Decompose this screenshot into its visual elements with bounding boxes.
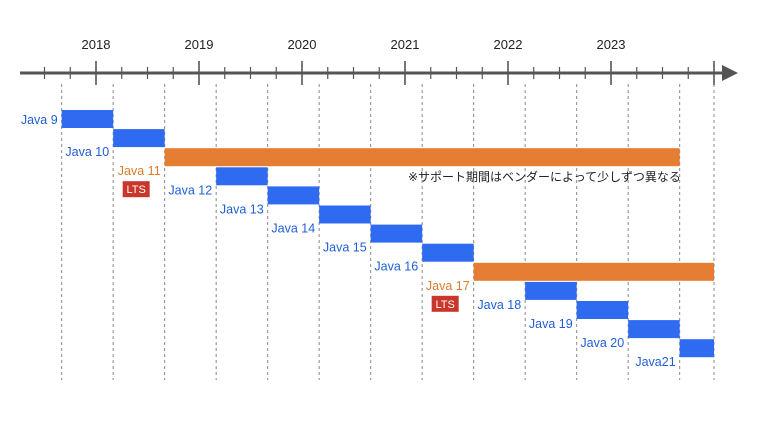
release-label-java21: Java21: [635, 355, 675, 369]
release-bar-java18: [525, 281, 577, 300]
release-label-java12: Java 12: [168, 183, 212, 197]
release-bar-java13: [267, 186, 320, 205]
release-bar-java15: [370, 224, 423, 243]
timeline-axis: [20, 61, 738, 85]
axis-arrow-icon: [722, 65, 738, 81]
release-label-java17: Java 17: [426, 279, 470, 293]
release-bar-java11: [164, 148, 680, 167]
lts-badge-label: LTS: [126, 184, 145, 196]
release-bar-java12: [216, 167, 268, 186]
support-period-note: ※サポート期間はベンダーによって少しずつ異なる: [408, 169, 681, 184]
year-label-2022: 2022: [494, 37, 523, 52]
release-label-java10: Java 10: [65, 145, 109, 159]
release-label-java16: Java 16: [374, 260, 418, 274]
year-label-2018: 2018: [82, 37, 111, 52]
release-label-java18: Java 18: [477, 298, 521, 312]
release-label-java19: Java 19: [529, 317, 573, 331]
release-bar-java21: [679, 339, 714, 358]
release-label-java11: Java 11: [118, 164, 161, 178]
release-bar-java14: [319, 205, 371, 224]
lts-badge-java11: [122, 181, 150, 198]
release-bar-java16: [422, 243, 474, 262]
year-label-2020: 2020: [288, 37, 317, 52]
release-labels: Java 9 Java 10 Java 11 Java 12 Java 13 Java 1…: [21, 113, 676, 369]
release-bars: [61, 110, 714, 358]
year-label-2023: 2023: [597, 37, 626, 52]
lts-badge-java17: [431, 295, 459, 312]
release-label-java20: Java 20: [580, 336, 624, 350]
release-label-java13: Java 13: [220, 202, 264, 216]
release-bar-java10: [113, 129, 165, 148]
release-bar-java17: [473, 262, 714, 281]
year-label-2021: 2021: [391, 37, 420, 52]
release-label-java9: Java 9: [21, 113, 58, 127]
release-label-java15: Java 15: [323, 241, 367, 255]
lts-badges: LTS LTS: [122, 181, 459, 312]
release-bar-java9: [61, 110, 114, 128]
release-bar-java20: [628, 320, 680, 339]
release-bar-java19: [576, 301, 629, 319]
year-label-2019: 2019: [185, 37, 214, 52]
year-labels: 2018 2019 2020 2021 2022 2023: [82, 37, 626, 52]
lts-badge-label: LTS: [435, 299, 454, 311]
release-label-java14: Java 14: [271, 222, 315, 236]
